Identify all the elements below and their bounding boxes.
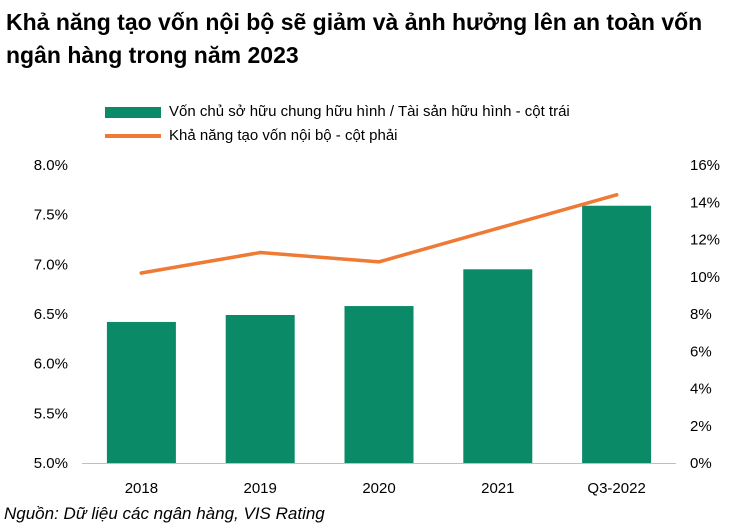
x-tick-label: 2018 bbox=[125, 480, 158, 497]
bar bbox=[582, 205, 652, 463]
legend-label-bars: Vốn chủ sở hữu chung hữu hình / Tài sản … bbox=[169, 103, 570, 120]
line-point bbox=[614, 193, 619, 197]
legend-item-line: Khả năng tạo vốn nội bộ - cột phải bbox=[105, 124, 570, 148]
legend-label-line: Khả năng tạo vốn nội bộ - cột phải bbox=[169, 127, 398, 144]
y-right-tick-label: 2% bbox=[690, 418, 712, 435]
source-note: Nguồn: Dữ liệu các ngân hàng, VIS Rating bbox=[4, 504, 325, 523]
line-point bbox=[496, 226, 500, 231]
y-left-tick-label: 5.0% bbox=[34, 455, 68, 472]
bar bbox=[225, 314, 295, 463]
legend-item-bars: Vốn chủ sở hữu chung hữu hình / Tài sản … bbox=[105, 100, 570, 124]
y-right-tick-label: 10% bbox=[690, 269, 720, 286]
x-tick-label: 2019 bbox=[244, 480, 277, 497]
line-point bbox=[139, 271, 144, 275]
x-tick-label: 2021 bbox=[481, 480, 514, 497]
legend: Vốn chủ sở hữu chung hữu hình / Tài sản … bbox=[105, 100, 570, 148]
y-right-tick-label: 6% bbox=[690, 343, 712, 360]
y-left-tick-label: 7.5% bbox=[34, 207, 68, 224]
y-left-tick-label: 6.5% bbox=[34, 306, 68, 323]
y-left-tick-label: 6.0% bbox=[34, 356, 68, 373]
bar bbox=[344, 306, 414, 463]
bar bbox=[106, 321, 176, 463]
y-right-tick-label: 8% bbox=[690, 306, 712, 323]
chart-title: Khả năng tạo vốn nội bộ sẽ giảm và ảnh h… bbox=[6, 9, 703, 68]
legend-swatch-line bbox=[105, 134, 161, 138]
y-right-tick-label: 0% bbox=[690, 455, 712, 472]
y-right-tick-label: 16% bbox=[690, 157, 720, 174]
y-right-tick-label: 12% bbox=[690, 232, 720, 249]
line-point bbox=[377, 260, 381, 264]
y-right-tick-label: 4% bbox=[690, 381, 712, 398]
x-tick-label: 2020 bbox=[362, 480, 395, 497]
x-tick-label: Q3-2022 bbox=[587, 480, 645, 497]
y-left-tick-label: 7.0% bbox=[34, 256, 68, 273]
line-point bbox=[258, 250, 263, 255]
y-left-tick-label: 8.0% bbox=[34, 157, 68, 174]
bar bbox=[463, 269, 533, 463]
legend-swatch-bars bbox=[105, 106, 161, 118]
y-left-tick-label: 5.5% bbox=[34, 405, 68, 422]
y-right-tick-label: 14% bbox=[690, 194, 720, 211]
